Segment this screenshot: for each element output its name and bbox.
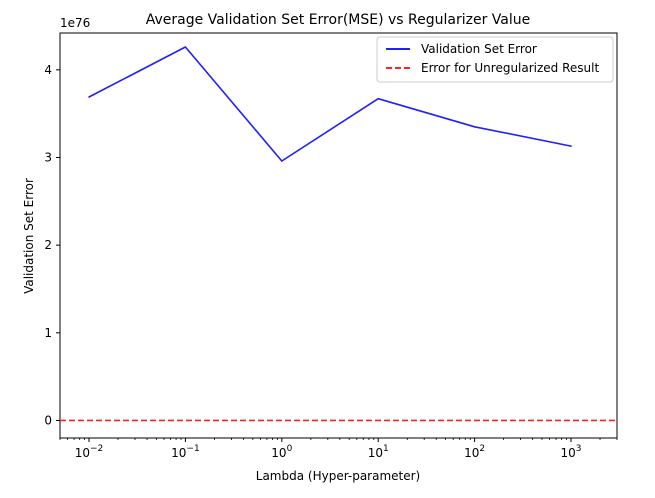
series-validation-point: [377, 97, 380, 100]
series-validation-line: [88, 46, 572, 162]
series-validation-point: [88, 96, 90, 98]
chart-title: Average Validation Set Error(MSE) vs Reg…: [146, 12, 531, 28]
y-tick-label: 1: [44, 326, 52, 340]
y-tick-label: 2: [44, 238, 52, 252]
legend-label-unregularized: Error for Unregularized Result: [421, 61, 599, 75]
series-validation-point: [184, 46, 187, 48]
y-axis-ticks: 0 1 2 3 4: [44, 63, 60, 427]
plot-frame: [59, 32, 618, 439]
y-tick-label: 3: [44, 150, 52, 164]
legend-box: [376, 36, 614, 83]
y-tick-label: 4: [44, 63, 52, 77]
x-tick-label: 10−2: [75, 444, 104, 460]
x-tick-label: 103: [560, 444, 581, 460]
x-tick-label: 10−1: [171, 444, 200, 460]
series-layer: [60, 46, 617, 422]
x-tick-label: 102: [464, 444, 485, 460]
y-scale-factor: 1e76: [60, 16, 90, 30]
y-tick-label: 0: [44, 413, 52, 427]
x-axis-label: Lambda (Hyper-parameter): [256, 469, 420, 483]
x-axis-ticks: 10−2 10−1 100 101 102 103: [59, 438, 618, 460]
x-tick-label: 100: [271, 444, 292, 460]
legend: Validation Set Error Error for Unregular…: [376, 36, 614, 83]
x-tick-label: 101: [368, 444, 389, 460]
series-validation-point: [281, 160, 283, 162]
legend-label-validation: Validation Set Error: [421, 42, 537, 56]
series-validation-point: [570, 145, 572, 147]
y-axis-label: Validation Set Error: [22, 178, 36, 294]
series-validation-point: [473, 125, 476, 128]
